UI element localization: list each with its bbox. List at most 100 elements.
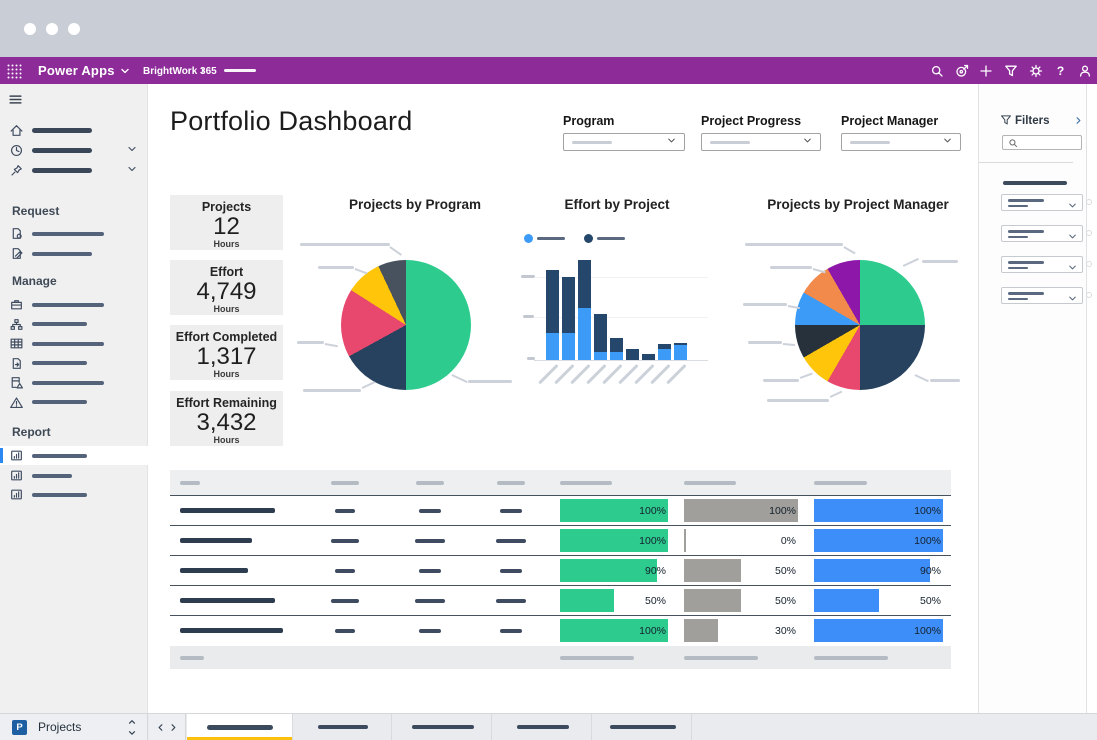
account-icon[interactable] — [1076, 62, 1094, 80]
add-icon[interactable] — [977, 62, 995, 80]
bar-segment-dark[interactable] — [562, 277, 575, 333]
sidebar-item-top-0[interactable] — [0, 121, 148, 140]
pie-leader-line — [812, 268, 826, 273]
breadcrumb-page-redacted — [224, 69, 256, 72]
report-page-tab-1[interactable] — [295, 714, 392, 740]
chevron-down-icon[interactable] — [126, 142, 138, 160]
gridline — [534, 277, 708, 278]
bar-segment-light[interactable] — [546, 333, 559, 360]
header-redaction-bar — [560, 480, 612, 485]
filter-card-line1-redacted — [1008, 230, 1044, 233]
sidebar-item-manage-3[interactable] — [0, 354, 148, 373]
window-dot-2 — [46, 23, 58, 35]
bar-segment-light[interactable] — [594, 352, 607, 360]
footer-cell — [470, 646, 552, 669]
environment-breadcrumb[interactable]: BrightWork 365 — [143, 66, 217, 77]
y-tick-redacted — [521, 275, 535, 278]
sidebar-item-manage-5[interactable] — [0, 393, 148, 412]
table-row-0[interactable]: 100% 100% 100% — [170, 495, 951, 525]
sidebar-item-manage-1[interactable] — [0, 315, 148, 334]
sidebar-item-manage-2[interactable] — [0, 334, 148, 353]
bar-segment-light[interactable] — [562, 333, 575, 360]
filter-dropdown-0[interactable] — [563, 133, 685, 151]
tab-scroll-arrows[interactable] — [149, 714, 186, 740]
waffle-icon[interactable] — [5, 62, 23, 80]
chevron-down-icon[interactable] — [1067, 229, 1078, 247]
target-icon[interactable] — [953, 62, 971, 80]
bar-segment-dark[interactable] — [610, 338, 623, 352]
filter-card-0[interactable] — [1001, 194, 1083, 211]
window-dot-1 — [24, 23, 36, 35]
filter-clear-icon[interactable] — [1086, 199, 1092, 205]
filter-card-3[interactable] — [1001, 287, 1083, 304]
sidebar-item-top-1[interactable] — [0, 141, 148, 160]
sidebar-item-report-1[interactable] — [0, 466, 148, 485]
cell-redaction-bar — [335, 508, 355, 513]
chevron-down-icon[interactable] — [1067, 291, 1078, 309]
cell-redacted — [390, 526, 470, 555]
filter-icon[interactable] — [1002, 62, 1020, 80]
filter-dropdown-1[interactable] — [701, 133, 821, 151]
filter-card-2[interactable] — [1001, 256, 1083, 273]
filters-expand-chevron-icon[interactable] — [1069, 111, 1087, 129]
sidebar-item-top-2[interactable] — [0, 161, 148, 180]
sidebar-item-request-0[interactable] — [0, 224, 148, 243]
table-row-3[interactable]: 50% 50% 50% — [170, 585, 951, 615]
bar-segment-light[interactable] — [674, 345, 687, 360]
filter-dropdown-2[interactable] — [841, 133, 961, 151]
chevron-down-icon[interactable] — [1067, 260, 1078, 278]
chevron-down-icon[interactable] — [126, 162, 138, 180]
bar-segment-dark[interactable] — [642, 354, 655, 360]
name-redaction-bar — [180, 508, 275, 513]
table-row-4[interactable]: 100% 30% 100% — [170, 615, 951, 645]
legend-series-0-dot[interactable] — [524, 234, 533, 243]
bar-segment-light[interactable] — [610, 352, 623, 360]
sidebar-item-manage-0[interactable] — [0, 295, 148, 314]
report-page-tab-3[interactable] — [494, 714, 592, 740]
legend-series-1-dot[interactable] — [584, 234, 593, 243]
filter-card-1[interactable] — [1001, 225, 1083, 242]
nav-label-redacted — [32, 148, 92, 153]
search-icon[interactable] — [928, 62, 946, 80]
filter-clear-icon[interactable] — [1086, 292, 1092, 298]
table-row-1[interactable]: 100% 0% 100% — [170, 525, 951, 555]
sidebar-item-report-2[interactable] — [0, 485, 148, 504]
bar-segment-dark[interactable] — [674, 343, 687, 345]
bar-segment-dark[interactable] — [626, 349, 639, 360]
cell-progress-green: 100% — [552, 526, 676, 555]
filter-clear-icon[interactable] — [1086, 261, 1092, 267]
bar-segment-dark[interactable] — [578, 260, 591, 308]
bar-segment-light[interactable] — [578, 308, 591, 360]
hamburger-icon[interactable] — [6, 90, 24, 108]
section-label-request: Request — [12, 204, 60, 218]
cell-redaction-bar — [415, 598, 445, 603]
bar-segment-dark[interactable] — [658, 344, 671, 349]
sidebar-item-report-0[interactable] — [0, 446, 148, 465]
filters-search-input[interactable] — [1002, 135, 1082, 150]
tab-label-redacted — [206, 724, 273, 730]
pie-leader-line — [451, 374, 468, 383]
cell-redaction-bar — [415, 538, 445, 543]
bar-segment-light[interactable] — [658, 349, 671, 360]
pie-projects-by-program[interactable] — [341, 260, 471, 390]
sidebar-item-request-1[interactable] — [0, 244, 148, 263]
bar-segment-dark[interactable] — [594, 314, 607, 352]
bar-segment-dark[interactable] — [546, 270, 559, 333]
table-row-2[interactable]: 90% 50% 90% — [170, 555, 951, 585]
sidebar-item-manage-4[interactable] — [0, 373, 148, 392]
help-icon[interactable]: ? — [1056, 64, 1065, 78]
progress-label: 90% — [644, 564, 666, 577]
page-title: Portfolio Dashboard — [170, 106, 413, 136]
pie-projects-by-project-manager[interactable] — [795, 260, 925, 390]
app-selector[interactable]: P Projects — [0, 714, 148, 740]
report-page-tab-2[interactable] — [394, 714, 492, 740]
filter-clear-icon[interactable] — [1086, 230, 1092, 236]
app-picker-chevron-icon[interactable] — [116, 62, 134, 80]
footer-cell — [552, 646, 676, 669]
cell-redaction-bar — [500, 508, 522, 513]
chevron-down-icon[interactable] — [1067, 198, 1078, 216]
report-page-tab-4[interactable] — [594, 714, 692, 740]
report-page-tab-0[interactable] — [187, 714, 293, 740]
cell-progress-green: 50% — [552, 586, 676, 615]
settings-icon[interactable] — [1027, 62, 1045, 80]
